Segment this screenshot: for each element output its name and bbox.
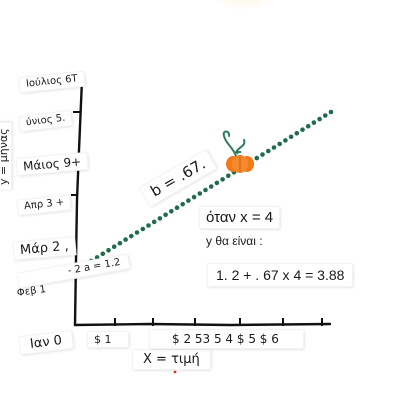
line-dot: [186, 198, 191, 203]
line-dot: [146, 223, 151, 228]
line-dot: [163, 212, 168, 218]
line-dot: [180, 201, 185, 207]
line-dot: [197, 191, 203, 196]
line-dot: [214, 180, 220, 186]
line-dot: [174, 205, 180, 210]
line-dot: [129, 233, 134, 239]
line-dot: [220, 177, 225, 182]
line-dot: [311, 120, 317, 125]
background-glow: [208, 0, 278, 10]
line-dot: [123, 237, 128, 242]
y-axis: [73, 78, 84, 327]
line-dot: [283, 138, 288, 143]
line-dot: [157, 216, 163, 221]
line-dot: [203, 187, 208, 193]
line-dot: [305, 123, 311, 129]
line-dot: [191, 194, 197, 200]
x-tick-label: $ 2 53 5 4 $ 5 $ 6: [150, 330, 303, 348]
pumpkin-icon: [222, 130, 254, 173]
line-dot: [323, 113, 328, 118]
line-dot: [151, 219, 157, 225]
line-dot: [260, 152, 265, 157]
line-dot: [140, 226, 146, 232]
line-dot: [271, 145, 277, 150]
line-dot: [266, 148, 271, 154]
x-tick-label: $ 1: [88, 332, 128, 347]
line-dot: [226, 173, 231, 179]
y-axis-label: y = μήνας: [0, 123, 11, 190]
red-mark: [173, 370, 177, 374]
condition-annotation: όταν x = 4: [200, 207, 280, 228]
line-dot: [111, 244, 117, 249]
line-dot: [169, 209, 174, 214]
line-dot: [328, 109, 334, 115]
line-dot: [254, 155, 260, 161]
line-dot: [100, 251, 106, 257]
line-dot: [288, 134, 294, 140]
result-intro-annotation: y θα είναι :: [206, 234, 263, 248]
line-dot: [208, 184, 214, 189]
line-dot: [294, 131, 300, 136]
line-dot: [300, 127, 305, 132]
x-axis-label: X = τιμή: [133, 350, 210, 369]
line-dot: [117, 240, 123, 246]
x-axis: [73, 322, 332, 327]
line-dot: [277, 141, 283, 147]
line-dot: [106, 248, 111, 253]
line-dot: [317, 116, 322, 122]
equation-annotation: 1. 2 + . 67 x 4 = 3.88: [208, 264, 353, 286]
line-dot: [134, 230, 140, 235]
